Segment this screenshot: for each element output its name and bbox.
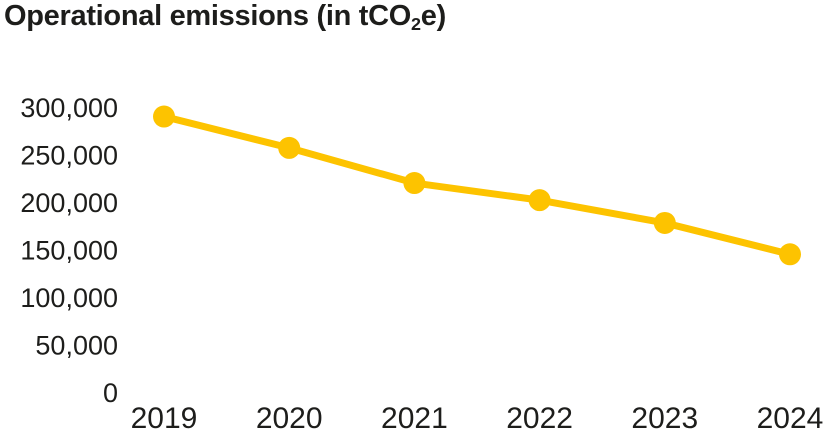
- x-axis-label: 2023: [631, 402, 698, 433]
- emissions-line-series: [160, 113, 794, 258]
- y-tick-label: 50,000: [35, 331, 118, 361]
- x-axis-label: 2020: [256, 402, 323, 433]
- chart-title-text: Operational emissions (in tCO: [4, 0, 412, 32]
- chart-title-subscript: 2: [411, 14, 421, 35]
- x-axis-label: 2019: [131, 402, 198, 433]
- chart-title: Operational emissions (in tCO2e): [4, 0, 446, 35]
- data-point-2022: [528, 189, 551, 212]
- y-tick-label: 100,000: [20, 283, 118, 313]
- y-tick-label: 150,000: [20, 236, 118, 266]
- data-point-2024: [779, 243, 801, 266]
- chart-title-suffix: e): [420, 0, 446, 32]
- y-tick-label: 200,000: [20, 188, 118, 218]
- data-point-2021: [403, 172, 426, 195]
- y-tick-label: 300,000: [20, 93, 118, 123]
- y-tick-label: 250,000: [20, 141, 118, 171]
- data-point-2019: [153, 105, 175, 128]
- x-axis-label: 2022: [506, 402, 573, 433]
- data-point-2020: [278, 136, 301, 159]
- x-axis-label: 2021: [381, 402, 448, 433]
- data-point-2023: [653, 211, 676, 234]
- x-axis-label: 2024: [757, 402, 824, 433]
- y-tick-label: 0: [103, 378, 118, 408]
